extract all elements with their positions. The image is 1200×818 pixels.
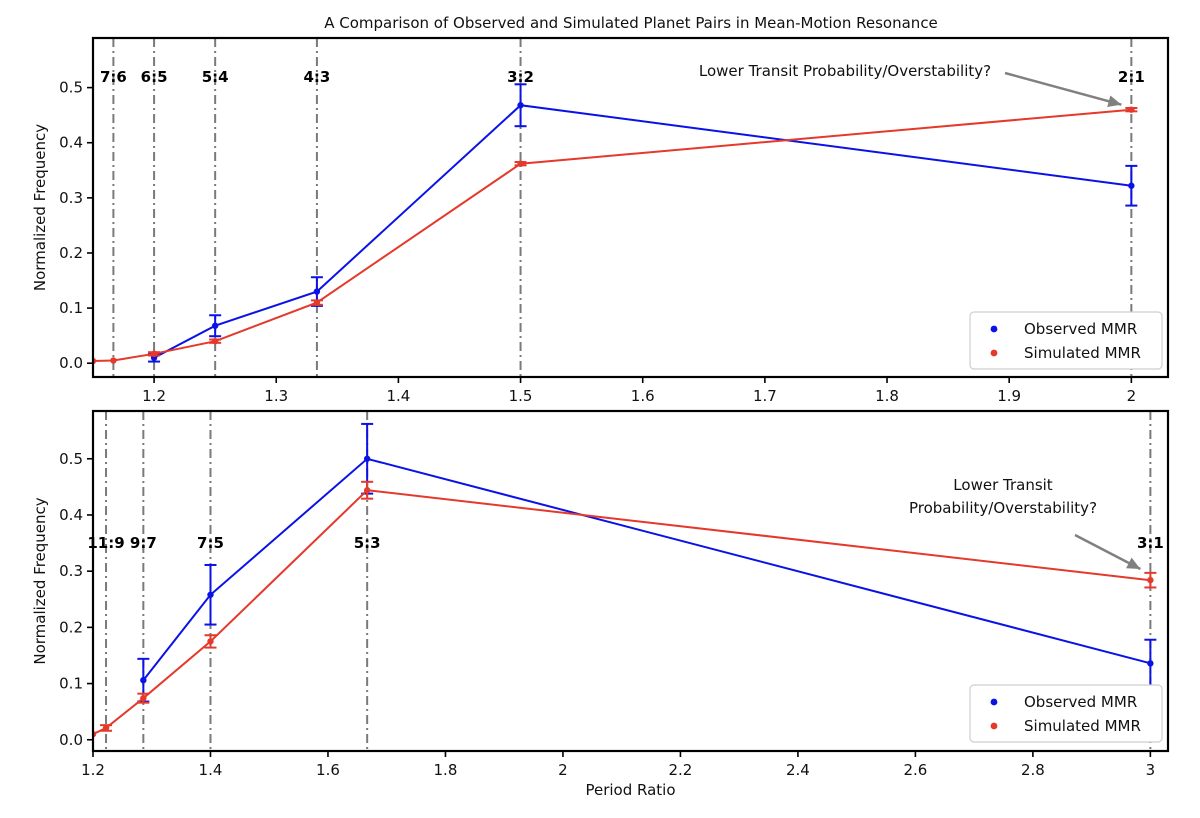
y-tick-label: 0.5 bbox=[59, 450, 83, 468]
data-point bbox=[1128, 182, 1135, 189]
y-tick-label: 0.3 bbox=[59, 562, 83, 580]
x-tick-label: 1.2 bbox=[81, 761, 105, 779]
annotation-arrow-head bbox=[1107, 95, 1122, 108]
x-tick-label: 2 bbox=[1127, 387, 1137, 405]
data-point bbox=[150, 350, 158, 358]
top-panel: 7:6 6:5 5:4 4:3 3:2 2:1 Lower Transit Probabil… bbox=[31, 36, 1170, 405]
resonance-label: 4:3 bbox=[303, 68, 330, 86]
data-point bbox=[211, 322, 219, 329]
legend-label: Simulated MMR bbox=[1024, 344, 1141, 362]
legend: Observed MMR Simulated MMR bbox=[969, 311, 1163, 370]
data-point bbox=[363, 455, 371, 462]
x-tick-label: 1.6 bbox=[631, 387, 655, 405]
legend-marker-simulated bbox=[990, 349, 998, 357]
y-tick-label: 0.1 bbox=[59, 299, 83, 317]
resonance-label: 7:6 bbox=[100, 68, 127, 86]
figure-title: A Comparison of Observed and Simulated P… bbox=[324, 14, 938, 32]
annotation-text: Lower Transit Probability/Overstability? bbox=[699, 62, 991, 80]
y-tick-label: 0.3 bbox=[59, 189, 83, 207]
legend-label: Observed MMR bbox=[1024, 693, 1137, 711]
legend-box bbox=[969, 684, 1163, 743]
data-point bbox=[110, 357, 117, 364]
x-tick-label: 2.8 bbox=[1021, 761, 1045, 779]
resonance-label: 9:7 bbox=[130, 534, 157, 552]
annotation-arrow-line bbox=[1004, 71, 1122, 106]
data-point bbox=[1128, 106, 1135, 113]
y-axis-label: Normalized Frequency bbox=[31, 124, 49, 291]
data-point bbox=[140, 694, 147, 702]
x-tick-label: 1.4 bbox=[199, 761, 223, 779]
legend: Observed MMR Simulated MMR bbox=[969, 684, 1163, 743]
annotation-text: Lower Transit bbox=[953, 476, 1053, 494]
legend-label: Observed MMR bbox=[1024, 320, 1137, 338]
legend-label: Simulated MMR bbox=[1024, 717, 1141, 735]
y-axis-label: Normalized Frequency bbox=[31, 497, 49, 664]
resonance-label: 6:5 bbox=[141, 68, 168, 86]
resonance-label: 3:2 bbox=[507, 68, 534, 86]
x-tick-label: 2.6 bbox=[903, 761, 927, 779]
data-point bbox=[1147, 660, 1154, 667]
data-point bbox=[207, 591, 214, 598]
data-point bbox=[211, 337, 219, 345]
legend-marker-simulated bbox=[990, 722, 998, 730]
data-point bbox=[102, 724, 110, 732]
series-simulated bbox=[93, 106, 1138, 365]
y-tick-label: 0.1 bbox=[59, 675, 83, 693]
series-line bbox=[142, 457, 1151, 681]
x-tick-label: 1.8 bbox=[434, 761, 458, 779]
bottom-panel: 11:9 9:7 7:5 5:3 3:1 Lower Transit Probability… bbox=[31, 409, 1170, 799]
resonance-label: 5:3 bbox=[354, 534, 381, 552]
x-tick-label: 1.8 bbox=[875, 387, 899, 405]
resonance-label: 11:9 bbox=[87, 534, 124, 552]
x-tick-label: 1.6 bbox=[316, 761, 340, 779]
legend-marker-observed bbox=[990, 325, 998, 333]
x-tick-label: 3 bbox=[1146, 761, 1156, 779]
data-point bbox=[1147, 576, 1154, 584]
x-tick-label: 2 bbox=[558, 761, 568, 779]
resonance-label: 2:1 bbox=[1118, 68, 1145, 86]
data-point bbox=[517, 160, 524, 167]
x-tick-label: 1.7 bbox=[753, 387, 777, 405]
data-point bbox=[313, 299, 321, 306]
x-tick-label: 2.4 bbox=[786, 761, 810, 779]
data-point bbox=[363, 487, 371, 494]
data-point bbox=[140, 676, 147, 684]
x-tick-label: 1.2 bbox=[142, 387, 166, 405]
resonance-label: 7:5 bbox=[197, 534, 224, 552]
data-point bbox=[517, 102, 524, 109]
legend-marker-observed bbox=[990, 698, 998, 706]
data-point bbox=[313, 288, 321, 295]
resonance-label: 5:4 bbox=[202, 68, 229, 86]
y-tick-label: 0.5 bbox=[59, 79, 83, 97]
plot-frame bbox=[91, 409, 1170, 753]
x-tick-label: 2.2 bbox=[669, 761, 693, 779]
plot-frame bbox=[91, 36, 1170, 379]
y-tick-label: 0.4 bbox=[59, 134, 83, 152]
x-tick-label: 1.3 bbox=[264, 387, 288, 405]
y-tick-label: 0.4 bbox=[59, 506, 83, 524]
y-tick-label: 0.2 bbox=[59, 244, 83, 262]
y-tick-label: 0.2 bbox=[59, 618, 83, 636]
y-tick-label: 0.0 bbox=[59, 354, 83, 372]
x-axis-label: Period Ratio bbox=[585, 781, 675, 799]
annotation-text: Probability/Overstability? bbox=[909, 499, 1097, 517]
annotation-arrow-head bbox=[1126, 557, 1141, 569]
x-tick-label: 1.4 bbox=[386, 387, 410, 405]
resonance-label: 3:1 bbox=[1137, 534, 1164, 552]
x-tick-label: 1.9 bbox=[997, 387, 1021, 405]
series-simulated bbox=[93, 480, 1157, 738]
x-tick-label: 1.5 bbox=[509, 387, 533, 405]
y-tick-label: 0.0 bbox=[59, 731, 83, 749]
legend-box bbox=[969, 311, 1163, 370]
data-point bbox=[207, 638, 214, 645]
